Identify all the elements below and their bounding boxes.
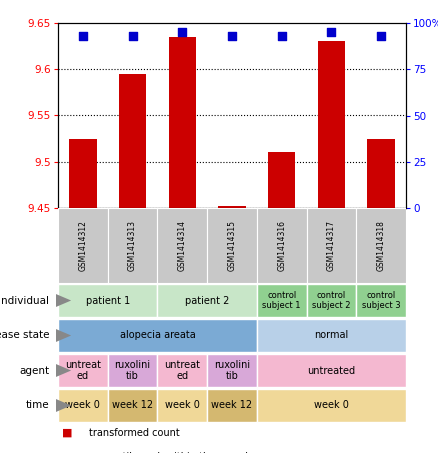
Bar xyxy=(257,389,406,422)
Bar xyxy=(307,208,356,283)
Bar xyxy=(257,319,406,352)
Text: transformed count: transformed count xyxy=(88,428,180,438)
Text: week 12: week 12 xyxy=(212,400,253,410)
Bar xyxy=(367,139,395,208)
Point xyxy=(328,29,335,36)
Text: GSM1414317: GSM1414317 xyxy=(327,220,336,271)
Text: normal: normal xyxy=(314,331,349,341)
Bar xyxy=(257,284,307,317)
Point xyxy=(79,32,86,39)
Text: untreated: untreated xyxy=(307,366,356,376)
Bar xyxy=(169,37,196,208)
Text: control
subject 1: control subject 1 xyxy=(262,291,301,310)
Point xyxy=(229,32,236,39)
Text: agent: agent xyxy=(19,366,49,376)
Text: ■: ■ xyxy=(62,428,73,438)
Text: ruxolini
tib: ruxolini tib xyxy=(114,360,151,381)
Bar xyxy=(108,354,157,387)
Text: control
subject 2: control subject 2 xyxy=(312,291,351,310)
Text: control
subject 3: control subject 3 xyxy=(362,291,400,310)
Bar xyxy=(58,319,257,352)
Text: week 12: week 12 xyxy=(112,400,153,410)
Bar xyxy=(58,354,108,387)
Point xyxy=(129,32,136,39)
Polygon shape xyxy=(56,364,71,377)
Polygon shape xyxy=(56,294,71,307)
Point xyxy=(378,32,385,39)
Text: week 0: week 0 xyxy=(314,400,349,410)
Bar xyxy=(268,153,295,208)
Text: individual: individual xyxy=(0,295,49,305)
Text: patient 2: patient 2 xyxy=(185,295,230,305)
Text: untreat
ed: untreat ed xyxy=(164,360,200,381)
Bar xyxy=(58,284,157,317)
Bar xyxy=(257,208,307,283)
Bar xyxy=(157,208,207,283)
Polygon shape xyxy=(56,329,71,342)
Text: GSM1414315: GSM1414315 xyxy=(227,220,237,271)
Bar xyxy=(257,354,406,387)
Bar xyxy=(69,139,96,208)
Bar xyxy=(207,389,257,422)
Text: GSM1414314: GSM1414314 xyxy=(178,220,187,271)
Text: disease state: disease state xyxy=(0,331,49,341)
Text: untreat
ed: untreat ed xyxy=(65,360,101,381)
Text: patient 1: patient 1 xyxy=(85,295,130,305)
Bar xyxy=(318,42,345,208)
Text: week 0: week 0 xyxy=(165,400,200,410)
Text: GDS5275 / 218573_at: GDS5275 / 218573_at xyxy=(146,452,292,453)
Point xyxy=(278,32,285,39)
Text: GSM1414312: GSM1414312 xyxy=(78,220,87,271)
Bar xyxy=(108,389,157,422)
Text: ruxolini
tib: ruxolini tib xyxy=(214,360,250,381)
Bar xyxy=(157,389,207,422)
Text: GSM1414313: GSM1414313 xyxy=(128,220,137,271)
Bar xyxy=(218,206,246,208)
Bar xyxy=(207,354,257,387)
Text: alopecia areata: alopecia areata xyxy=(120,331,195,341)
Bar xyxy=(108,208,157,283)
Text: time: time xyxy=(25,400,49,410)
Bar xyxy=(356,284,406,317)
Text: GSM1414318: GSM1414318 xyxy=(377,220,385,271)
Polygon shape xyxy=(56,399,71,412)
Point xyxy=(179,29,186,36)
Bar xyxy=(119,74,146,208)
Bar xyxy=(157,284,257,317)
Bar xyxy=(58,389,108,422)
Text: GSM1414316: GSM1414316 xyxy=(277,220,286,271)
Bar xyxy=(58,208,108,283)
Text: week 0: week 0 xyxy=(65,400,100,410)
Bar xyxy=(307,284,356,317)
Bar xyxy=(356,208,406,283)
Bar xyxy=(157,354,207,387)
Bar xyxy=(207,208,257,283)
